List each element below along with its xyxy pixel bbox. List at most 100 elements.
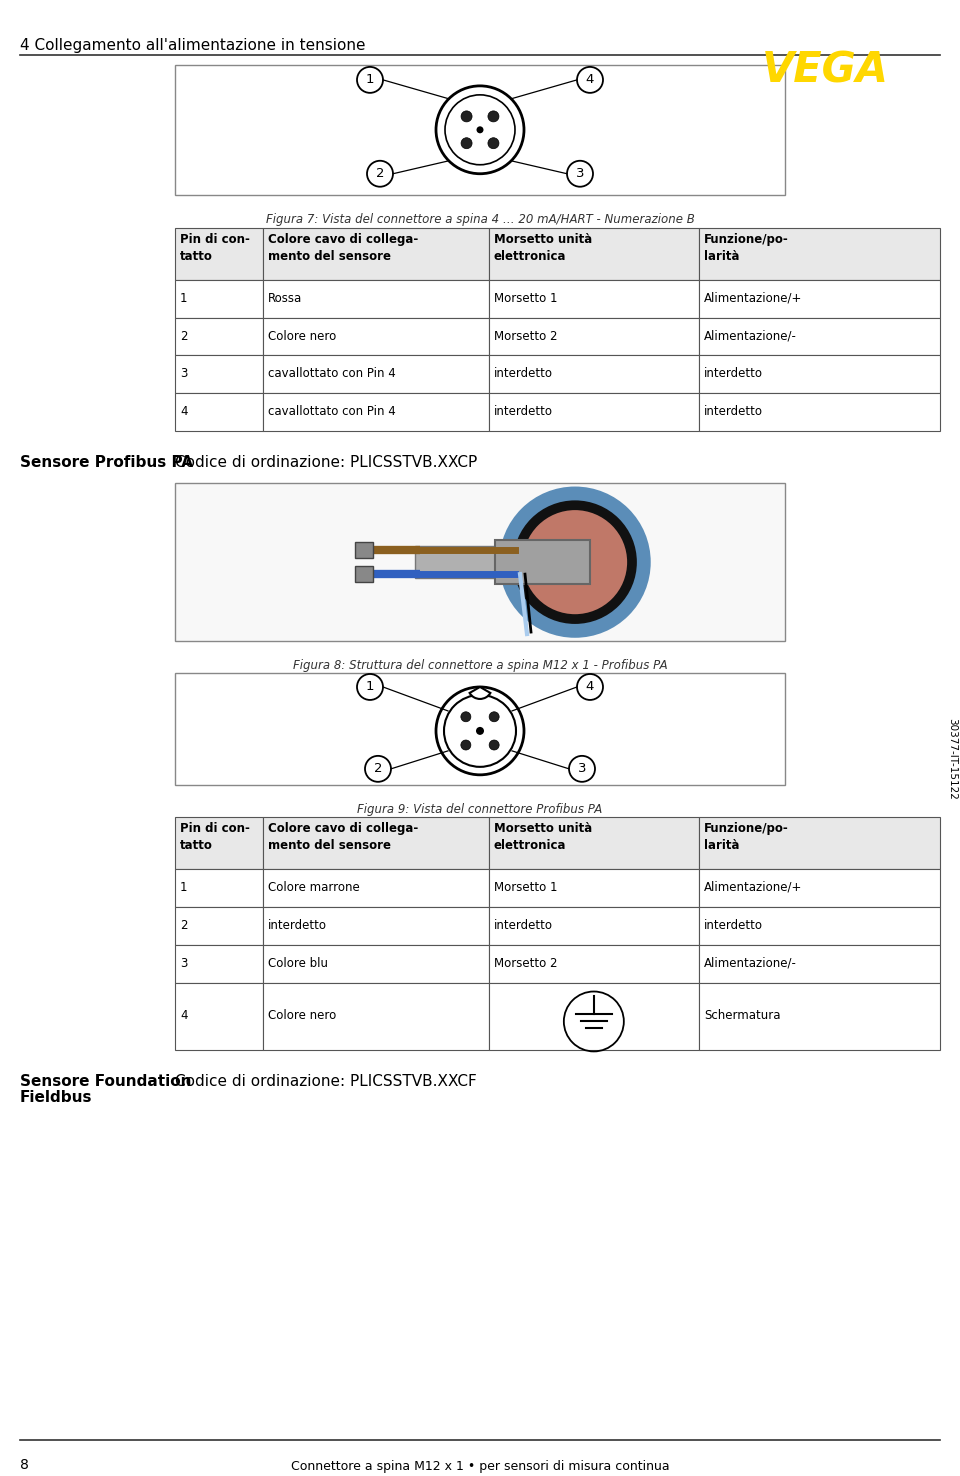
Text: Codice di ordinazione: PLICSSTVB.XXCF: Codice di ordinazione: PLICSSTVB.XXCF — [175, 1075, 477, 1089]
Bar — [263, 227, 489, 279]
Bar — [489, 317, 699, 356]
Bar — [489, 227, 699, 279]
Bar — [263, 945, 489, 983]
Text: Morsetto unità
elettronica: Morsetto unità elettronica — [493, 822, 592, 852]
Bar — [415, 546, 500, 579]
Circle shape — [461, 711, 470, 722]
Bar — [489, 394, 699, 431]
Text: Schermatura: Schermatura — [704, 1010, 780, 1023]
Bar — [489, 816, 699, 869]
Text: Codice di ordinazione: PLICSSTVB.XXCP: Codice di ordinazione: PLICSSTVB.XXCP — [175, 455, 477, 471]
Bar — [175, 945, 263, 983]
Text: interdetto: interdetto — [704, 406, 763, 418]
Text: Alimentazione/-: Alimentazione/- — [704, 956, 797, 970]
Text: Alimentazione/+: Alimentazione/+ — [704, 292, 803, 304]
Text: interdetto: interdetto — [493, 406, 553, 418]
Text: 3: 3 — [180, 368, 187, 381]
Text: 3: 3 — [180, 956, 187, 970]
Bar — [175, 317, 263, 356]
Bar — [175, 65, 785, 195]
Bar — [699, 906, 940, 945]
Bar — [489, 945, 699, 983]
Text: Morsetto unità
elettronica: Morsetto unità elettronica — [493, 233, 592, 263]
Bar — [263, 317, 489, 356]
Circle shape — [490, 711, 499, 722]
Text: 3: 3 — [576, 167, 585, 180]
Text: 4: 4 — [586, 680, 594, 694]
Bar — [175, 394, 263, 431]
Bar — [699, 869, 940, 906]
Circle shape — [476, 127, 484, 133]
Bar — [489, 869, 699, 906]
Wedge shape — [469, 686, 491, 700]
Text: Figura 8: Struttura del connettore a spina M12 x 1 - Profibus PA: Figura 8: Struttura del connettore a spi… — [293, 658, 667, 672]
Bar — [495, 540, 590, 584]
Bar — [175, 983, 263, 1051]
Bar — [489, 356, 699, 394]
Bar — [699, 983, 940, 1051]
Text: 1: 1 — [180, 881, 187, 893]
Text: 4: 4 — [586, 74, 594, 87]
Text: Funzione/po-
larità: Funzione/po- larità — [704, 822, 789, 852]
Text: Rossa: Rossa — [268, 292, 302, 304]
Text: interdetto: interdetto — [704, 368, 763, 381]
Text: Alimentazione/+: Alimentazione/+ — [704, 881, 803, 893]
Text: 2: 2 — [375, 167, 384, 180]
Bar — [175, 279, 263, 317]
Bar — [699, 356, 940, 394]
Text: 4: 4 — [180, 406, 187, 418]
Text: Pin di con-
tatto: Pin di con- tatto — [180, 822, 250, 852]
Text: interdetto: interdetto — [704, 918, 763, 931]
Text: 4 Collegamento all'alimentazione in tensione: 4 Collegamento all'alimentazione in tens… — [20, 38, 366, 53]
Text: Pin di con-
tatto: Pin di con- tatto — [180, 233, 250, 263]
Text: Connettore a spina M12 x 1 • per sensori di misura continua: Connettore a spina M12 x 1 • per sensori… — [291, 1460, 669, 1473]
Circle shape — [490, 739, 499, 750]
Text: 4: 4 — [180, 1010, 187, 1023]
Text: interdetto: interdetto — [268, 918, 327, 931]
Bar — [699, 279, 940, 317]
Bar — [489, 279, 699, 317]
Text: 30377-IT-15122: 30377-IT-15122 — [947, 717, 957, 800]
Bar — [175, 869, 263, 906]
Text: Colore cavo di collega-
mento del sensore: Colore cavo di collega- mento del sensor… — [268, 233, 419, 263]
Bar — [263, 394, 489, 431]
Circle shape — [488, 111, 499, 123]
Text: VEGA: VEGA — [762, 50, 889, 92]
Circle shape — [436, 686, 524, 775]
Text: Colore nero: Colore nero — [268, 1010, 336, 1023]
Bar — [355, 567, 373, 582]
Bar — [263, 816, 489, 869]
Circle shape — [476, 726, 484, 735]
Circle shape — [521, 508, 629, 615]
Bar — [355, 542, 373, 558]
Text: Funzione/po-
larità: Funzione/po- larità — [704, 233, 789, 263]
Bar — [263, 356, 489, 394]
Bar — [699, 317, 940, 356]
Text: Morsetto 1: Morsetto 1 — [493, 292, 557, 304]
Bar — [699, 816, 940, 869]
Bar — [699, 394, 940, 431]
Bar — [175, 356, 263, 394]
Text: 2: 2 — [180, 918, 187, 931]
Text: 8: 8 — [20, 1458, 29, 1472]
Text: Figura 9: Vista del connettore Profibus PA: Figura 9: Vista del connettore Profibus … — [357, 803, 603, 816]
Text: Morsetto 2: Morsetto 2 — [493, 956, 557, 970]
Bar — [175, 673, 785, 785]
Text: Fieldbus: Fieldbus — [20, 1091, 92, 1106]
Text: Sensore Foundation: Sensore Foundation — [20, 1075, 191, 1089]
Bar — [699, 945, 940, 983]
Text: Sensore Profibus PA: Sensore Profibus PA — [20, 455, 193, 471]
Text: Alimentazione/-: Alimentazione/- — [704, 329, 797, 342]
Text: interdetto: interdetto — [493, 368, 553, 381]
Text: cavallottato con Pin 4: cavallottato con Pin 4 — [268, 368, 396, 381]
Bar — [699, 227, 940, 279]
Bar — [175, 906, 263, 945]
Text: Colore cavo di collega-
mento del sensore: Colore cavo di collega- mento del sensor… — [268, 822, 419, 852]
Bar — [263, 906, 489, 945]
Text: Colore marrone: Colore marrone — [268, 881, 360, 893]
Text: Colore nero: Colore nero — [268, 329, 336, 342]
Circle shape — [461, 111, 472, 123]
Bar — [175, 227, 263, 279]
Circle shape — [488, 137, 499, 149]
Bar — [263, 983, 489, 1051]
